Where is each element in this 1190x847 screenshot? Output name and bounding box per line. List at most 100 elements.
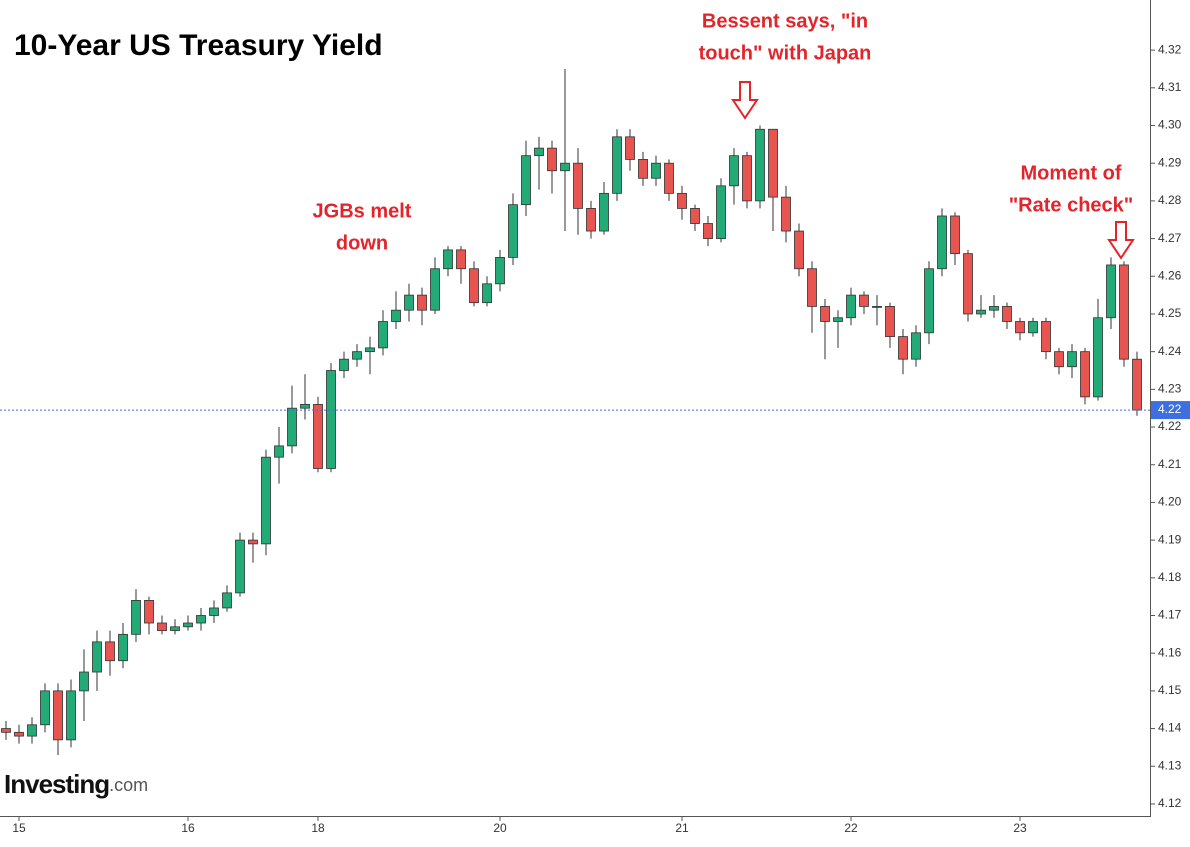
candle-body	[638, 159, 648, 179]
candle-body	[586, 208, 596, 232]
candle-body	[222, 592, 232, 609]
plot	[1, 68, 1142, 755]
y-tick-label: 4.20	[1158, 495, 1182, 509]
y-tick-label: 4.32	[1158, 42, 1182, 56]
candle-body	[274, 445, 284, 458]
candle-body	[66, 690, 76, 741]
candle-body	[14, 731, 24, 737]
candle-body	[196, 615, 206, 624]
brand: Investing.com	[4, 769, 148, 799]
candle-body	[79, 671, 89, 692]
candle-body	[1015, 321, 1025, 334]
candle-body	[560, 162, 570, 172]
candle-body	[183, 622, 193, 628]
candle-body	[1132, 358, 1142, 411]
candle-body	[677, 192, 687, 209]
annotation: down	[336, 232, 388, 254]
candle-body	[495, 257, 505, 285]
y-tick-label: 4.24	[1158, 344, 1182, 358]
candle-body	[40, 690, 50, 726]
candle-body	[846, 294, 856, 319]
candle-body	[664, 162, 674, 194]
y-tick-label: 4.25	[1158, 306, 1182, 320]
y-tick-label: 4.28	[1158, 193, 1182, 207]
candle-body	[287, 407, 297, 447]
candle-body	[261, 456, 271, 545]
candle-body	[170, 626, 180, 631]
candle-body	[92, 641, 102, 673]
candle-body	[365, 347, 375, 353]
candle-body	[742, 155, 752, 202]
candle-body	[820, 306, 830, 322]
annotations: JGBs melt down Bessent says, "in touch" wit…	[313, 10, 1134, 254]
x-tick-label: 18	[311, 821, 325, 835]
candle-body	[794, 230, 804, 270]
candle-body	[612, 136, 622, 194]
candle-body	[131, 600, 141, 635]
candle-body	[924, 268, 934, 334]
candle-body	[963, 253, 973, 315]
candle-body	[1080, 351, 1090, 398]
candle-body	[937, 215, 947, 270]
candle-body	[339, 358, 349, 371]
x-tick-label: 15	[12, 821, 26, 835]
candle-body	[898, 336, 908, 360]
candle-body	[105, 641, 115, 662]
candle-body	[53, 690, 63, 741]
y-tick-label: 4.19	[1158, 532, 1182, 546]
x-tick-label: 22	[844, 821, 858, 835]
candle-body	[1067, 351, 1077, 368]
candle-body	[417, 294, 427, 311]
candle-body	[300, 404, 310, 409]
y-tick-label: 4.26	[1158, 268, 1182, 282]
annotation: touch" with Japan	[699, 42, 872, 64]
y-tick-label: 4.29	[1158, 155, 1182, 169]
candle-body	[482, 283, 492, 304]
candle-body	[989, 306, 999, 311]
candle-body	[1, 728, 11, 733]
x-tick-label: 23	[1013, 821, 1027, 835]
y-tick-label: 4.13	[1158, 758, 1182, 772]
candle-body	[807, 268, 817, 307]
candle-body	[27, 724, 37, 737]
candle-body	[391, 309, 401, 322]
candle-body	[768, 128, 778, 198]
candle-body	[716, 185, 726, 239]
y-tick-label: 4.30	[1158, 118, 1182, 132]
candle-body	[534, 147, 544, 157]
candle-body	[885, 306, 895, 337]
candle-body	[859, 294, 869, 307]
arrow	[731, 81, 759, 120]
candle-body	[521, 155, 531, 206]
chart-title: 10-Year US Treasury Yield	[14, 29, 383, 62]
candle-body	[443, 249, 453, 270]
y-tick-label: 4.21	[1158, 457, 1182, 471]
candle-body	[1119, 264, 1129, 360]
y-tick-label: 4.23	[1158, 382, 1182, 396]
brand-name: Investing	[4, 769, 109, 799]
candle-body	[352, 351, 362, 360]
y-tick-label: 4.16	[1158, 645, 1182, 659]
candle-body	[651, 162, 661, 179]
candle-body	[625, 136, 635, 160]
candle-body	[209, 607, 219, 616]
annotation: Bessent says, "in	[702, 10, 868, 32]
candle-body	[235, 539, 245, 594]
candle-body	[378, 321, 388, 349]
y-tick-label: 4.27	[1158, 231, 1182, 245]
candle-body	[248, 539, 258, 545]
candle-body	[144, 600, 154, 624]
candle-body	[573, 162, 583, 209]
x-tick-label: 16	[181, 821, 195, 835]
candle-body	[1041, 321, 1051, 353]
candle-body	[456, 249, 466, 270]
candle-body	[326, 370, 336, 469]
candle-body	[872, 306, 882, 308]
brand-suffix: .com	[109, 775, 148, 795]
candle-body	[599, 192, 609, 232]
candle-body	[755, 128, 765, 202]
y-tick-label: 4.17	[1158, 608, 1182, 622]
y-tick-label: 4.15	[1158, 683, 1182, 697]
